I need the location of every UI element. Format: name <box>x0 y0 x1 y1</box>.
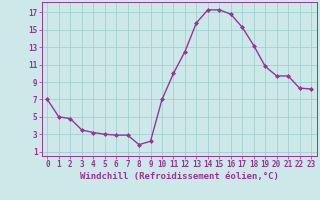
X-axis label: Windchill (Refroidissement éolien,°C): Windchill (Refroidissement éolien,°C) <box>80 172 279 181</box>
